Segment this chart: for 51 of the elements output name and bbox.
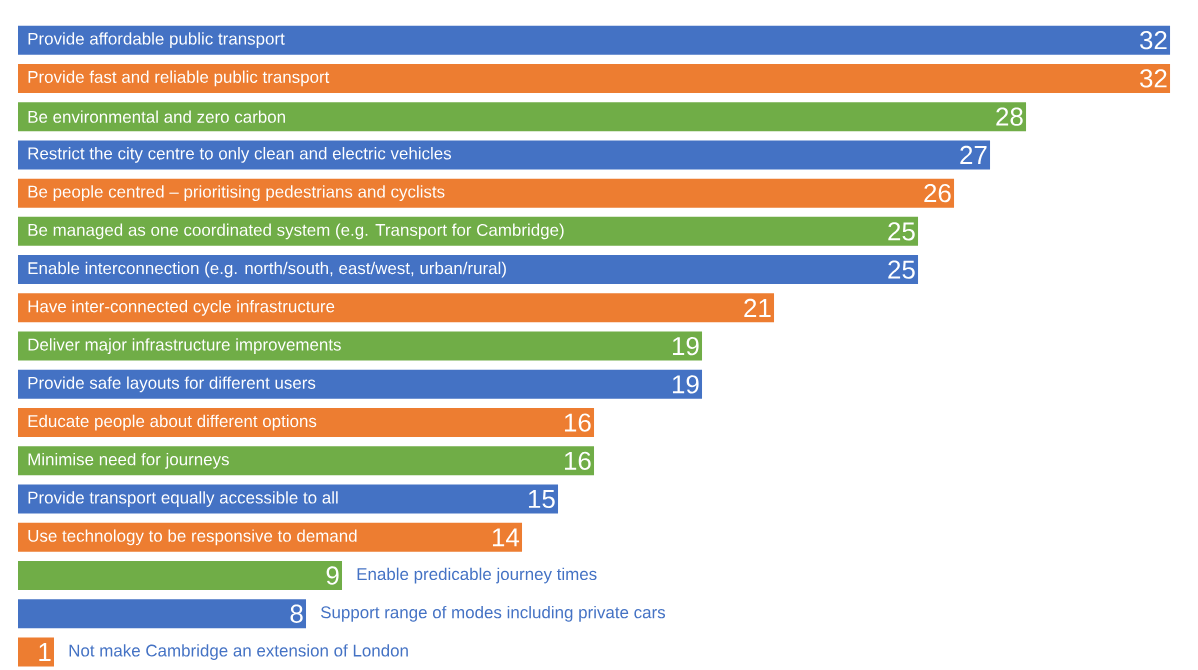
data-label: 32 — [1140, 30, 1167, 50]
y-tick-label: Provide affordable public transport — [28, 32, 285, 49]
y-tick-label: Enable predicable journey times — [357, 567, 597, 584]
data-label: 1 — [39, 643, 51, 661]
data-label: 25 — [888, 222, 915, 241]
bar — [18, 293, 775, 323]
bar — [18, 408, 595, 438]
y-tick-label: Educate people about different options — [28, 414, 317, 431]
data-label: 16 — [564, 413, 591, 432]
y-tick-label: Minimise need for journeys — [28, 452, 229, 469]
data-label: 8 — [290, 604, 303, 623]
data-label: 16 — [564, 451, 591, 470]
data-label: 19 — [672, 336, 699, 356]
y-tick-label: Be managed as one coordinated system (e.g. Transport for Cambridge) — [28, 223, 564, 240]
bar — [18, 178, 955, 208]
y-tick-label: Be environmental and zero carbon — [28, 110, 285, 123]
bar — [18, 369, 703, 399]
y-tick-label: Not make Cambridge an extension of London — [69, 644, 408, 660]
bar — [18, 637, 54, 667]
bar — [18, 140, 991, 170]
y-tick-label: Have inter-connected cycle infrastructure — [28, 299, 335, 316]
bar — [18, 522, 523, 552]
y-tick-label: Deliver major infrastructure improvements — [28, 338, 341, 354]
bar — [18, 446, 595, 476]
y-tick-label: Use technology to be responsive to demand — [28, 529, 357, 546]
bar — [18, 255, 919, 285]
data-label: 25 — [888, 260, 915, 279]
bar — [18, 331, 703, 361]
y-tick-label: Provide fast and reliable public transport — [28, 70, 330, 87]
data-label: 14 — [492, 528, 520, 547]
bar — [18, 63, 1171, 93]
y-tick-label: Provide transport equally accessible to all — [28, 491, 338, 507]
data-label: 21 — [744, 298, 771, 317]
data-label: 26 — [924, 183, 951, 203]
y-tick-label: Enable interconnection (e.g. north/south, east/west, urban/rural) — [28, 261, 506, 278]
y-tick-label: Provide safe layouts for different users — [28, 376, 316, 393]
data-label: 9 — [326, 566, 339, 585]
y-tick-label: Be people centred – prioritising pedestrians and cyclists — [28, 185, 445, 202]
y-tick-label: Support range of modes including private cars — [320, 605, 666, 622]
data-label: 32 — [1140, 69, 1167, 88]
bar — [18, 484, 559, 514]
data-label: 19 — [672, 375, 699, 394]
bar — [18, 599, 307, 629]
bar — [18, 216, 919, 246]
data-label: 27 — [960, 145, 987, 164]
y-tick-label: Restrict the city centre to only clean and electric vehicles — [28, 146, 452, 163]
data-label: 15 — [528, 490, 555, 509]
data-label: 28 — [996, 107, 1023, 126]
bar — [18, 102, 1027, 132]
bar — [18, 25, 1171, 55]
bar — [18, 561, 343, 591]
